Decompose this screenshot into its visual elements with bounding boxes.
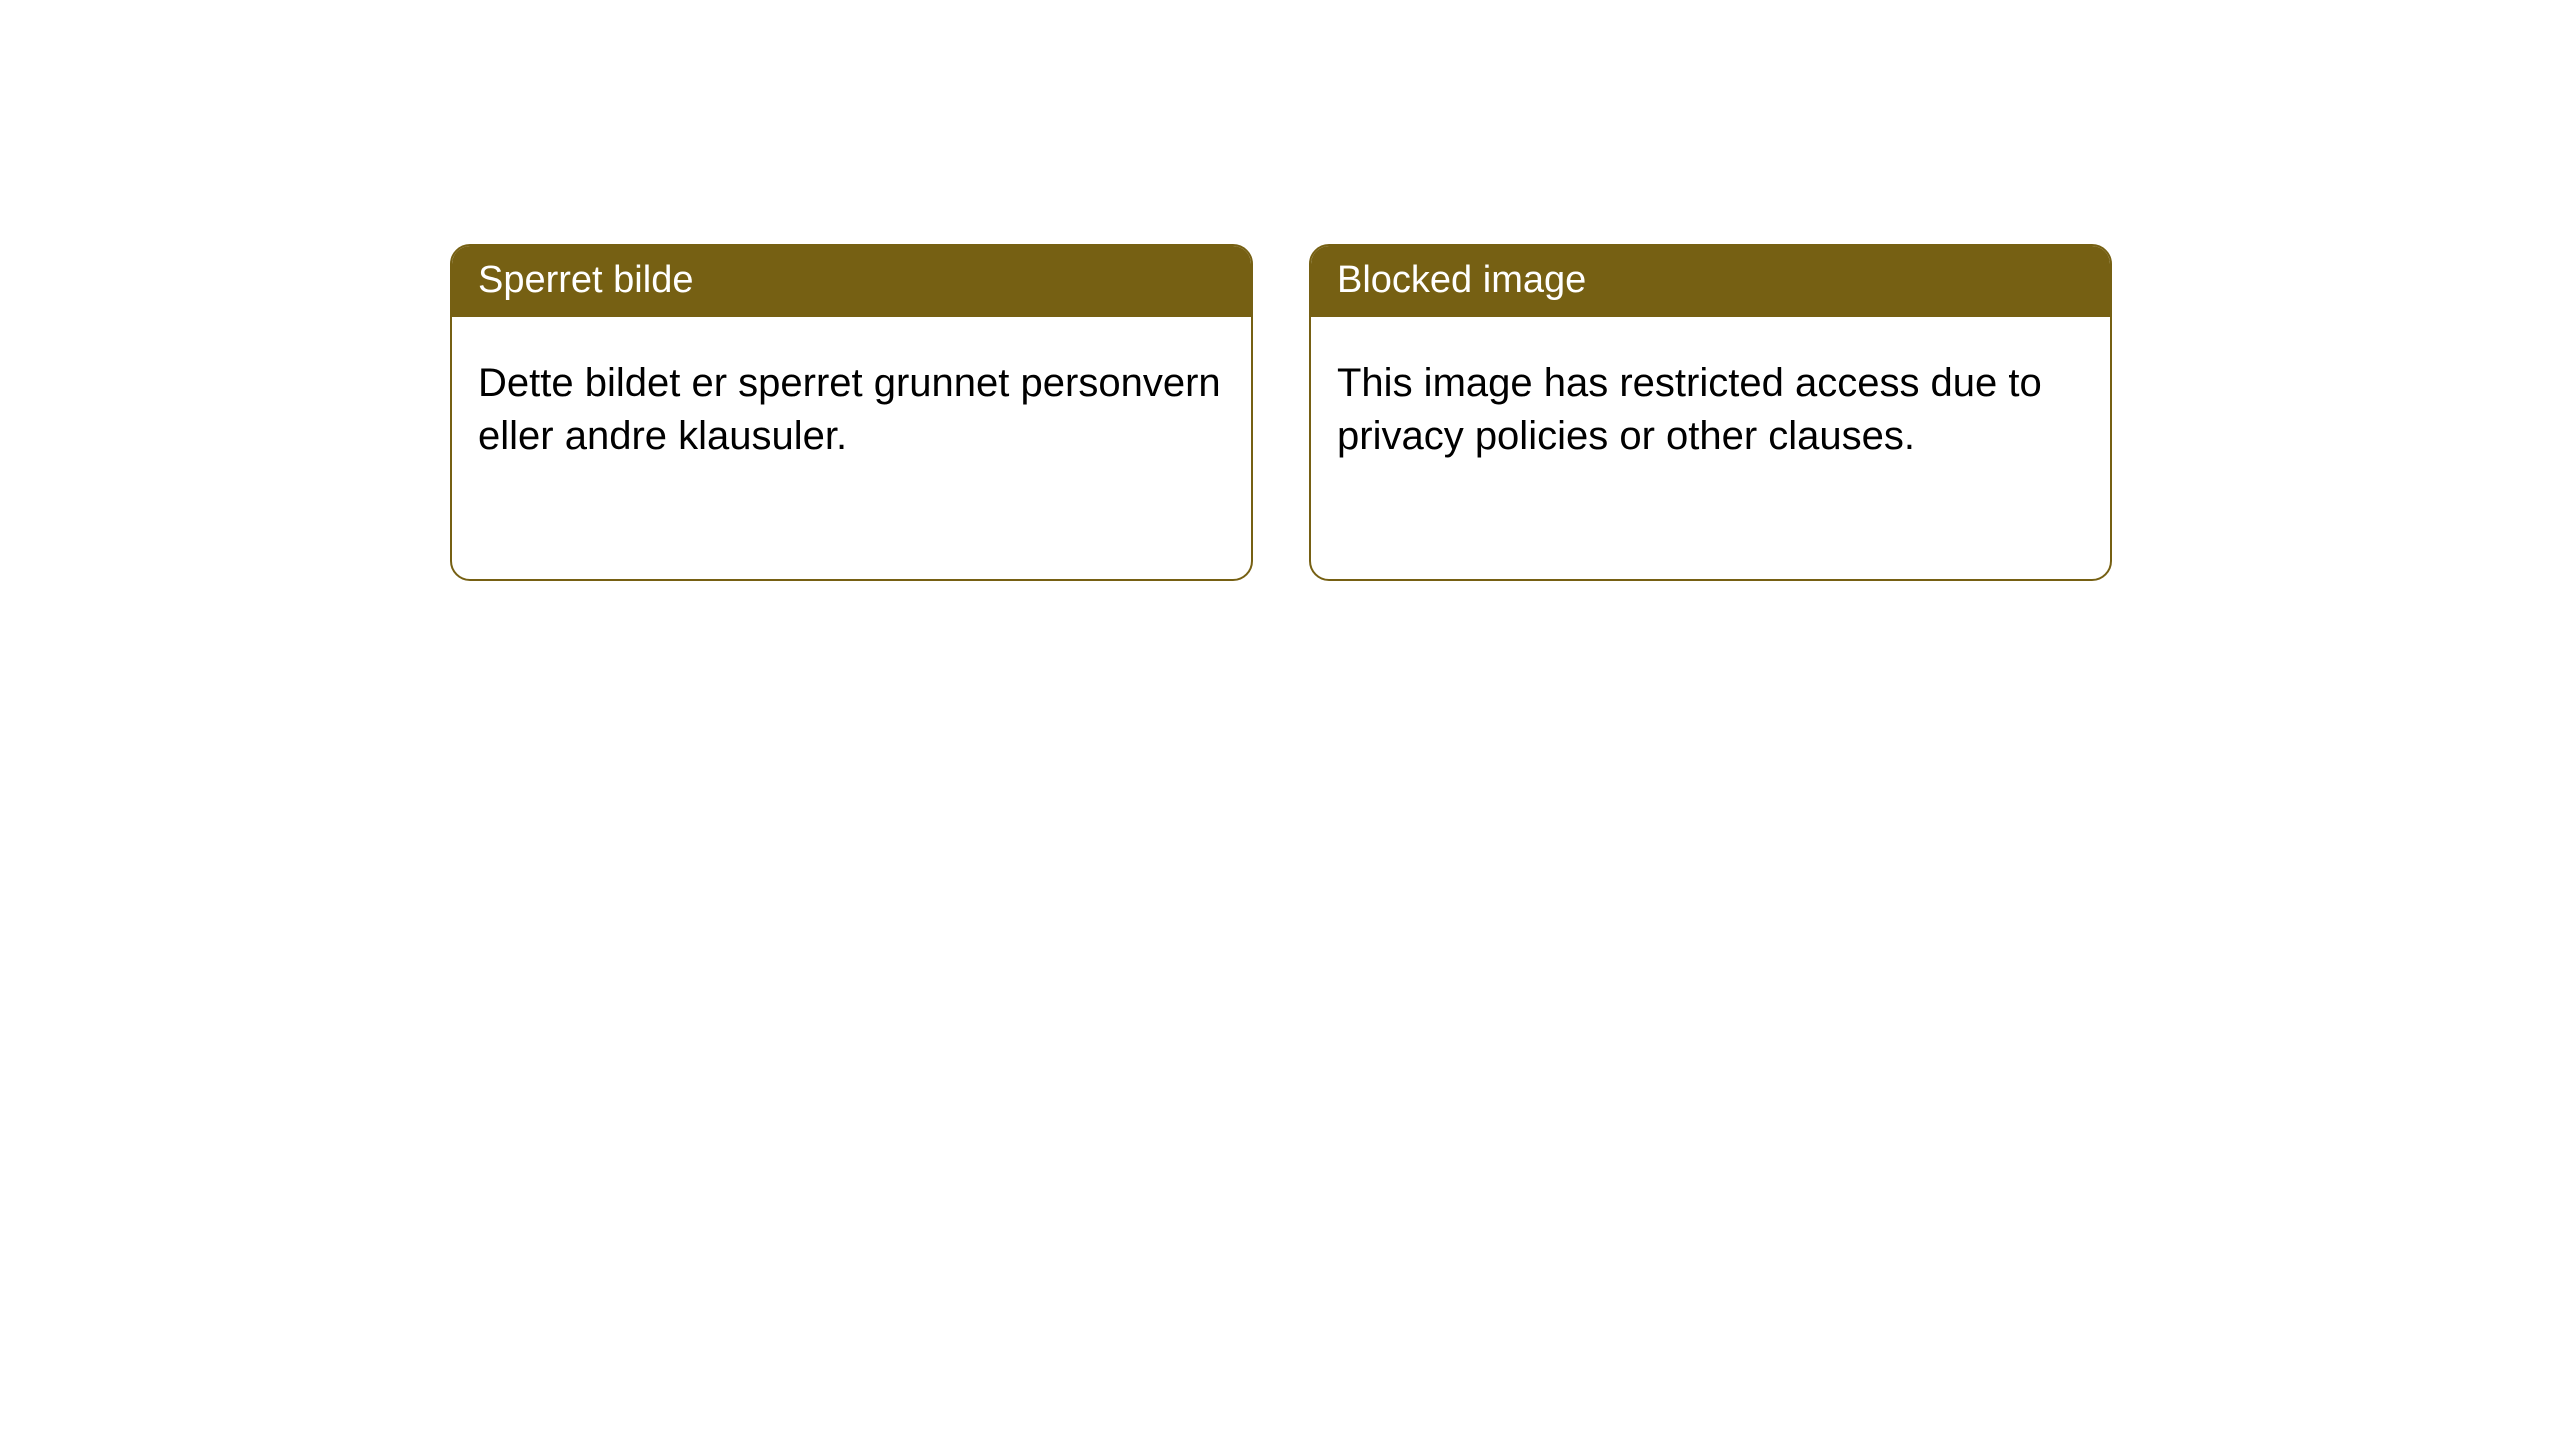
- notice-card-english: Blocked image This image has restricted …: [1309, 244, 2112, 581]
- notice-title: Blocked image: [1337, 259, 1586, 301]
- notice-body-text: This image has restricted access due to …: [1337, 361, 2042, 458]
- notice-body: Dette bildet er sperret grunnet personve…: [452, 317, 1251, 489]
- notice-header: Sperret bilde: [452, 246, 1251, 317]
- notice-body-text: Dette bildet er sperret grunnet personve…: [478, 361, 1221, 458]
- notices-container: Sperret bilde Dette bildet er sperret gr…: [0, 0, 2560, 581]
- notice-title: Sperret bilde: [478, 259, 693, 301]
- notice-header: Blocked image: [1311, 246, 2110, 317]
- notice-card-norwegian: Sperret bilde Dette bildet er sperret gr…: [450, 244, 1253, 581]
- notice-body: This image has restricted access due to …: [1311, 317, 2110, 489]
